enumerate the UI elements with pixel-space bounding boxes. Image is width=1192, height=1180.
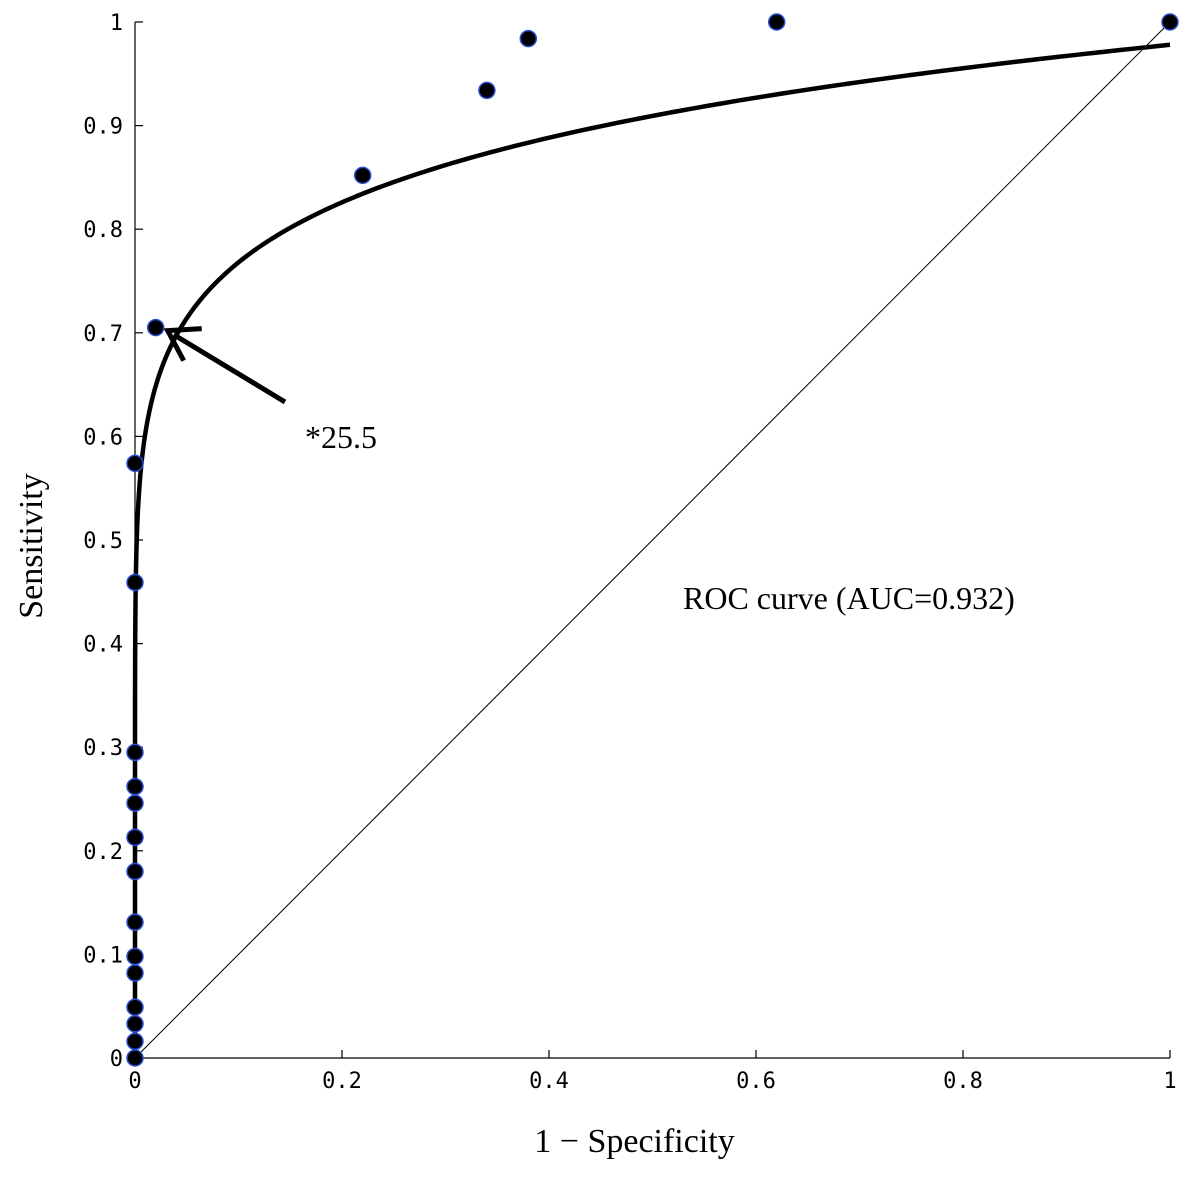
data-point: [126, 998, 144, 1016]
x-tick-label: 0.4: [529, 1069, 569, 1094]
x-tick-label: 1: [1163, 1069, 1176, 1094]
data-point: [126, 743, 144, 762]
arrow-shaft: [172, 332, 287, 405]
y-tick-label: 0.5: [83, 529, 123, 554]
x-tick-label: 0: [128, 1069, 141, 1094]
cutoff-arrow: [163, 326, 287, 405]
y-tick-label: 0.8: [83, 218, 123, 243]
data-point: [126, 454, 144, 473]
y-tick-label: 0: [110, 1047, 123, 1072]
y-tick-label: 0.7: [83, 322, 123, 347]
data-point: [126, 828, 144, 847]
y-tick-label: 1: [110, 11, 123, 36]
y-tick-label: 0.2: [83, 840, 123, 865]
data-point: [126, 1032, 144, 1051]
data-point: [353, 166, 372, 185]
data-point: [126, 573, 144, 592]
data-points: [126, 13, 1179, 1067]
x-tick-label: 0.6: [736, 1069, 776, 1094]
data-point: [478, 81, 496, 100]
arrow-head: [163, 326, 202, 362]
data-point: [126, 964, 144, 982]
y-tick-label: 0.4: [83, 633, 123, 658]
data-point: [767, 13, 786, 31]
y-tick-label: 0.1: [83, 943, 123, 968]
x-tick-label: 0.2: [322, 1069, 362, 1094]
data-point: [126, 794, 144, 812]
data-point: [519, 29, 538, 48]
x-tick-label: 0.8: [943, 1069, 983, 1094]
data-point: [126, 1015, 144, 1033]
x-axis-title: 1 − Specificity: [534, 1123, 734, 1160]
x-tick-labels: 0 0.2 0.4 0.6 0.8 1: [128, 1069, 1176, 1094]
data-point: [146, 318, 165, 337]
data-point: [126, 947, 144, 966]
roc-curve-line: [132, 42, 1171, 1058]
data-point: [126, 1049, 144, 1067]
y-tick-label: 0.9: [83, 115, 123, 140]
y-axis-title: Sensitivity: [13, 473, 50, 618]
data-point: [126, 777, 144, 796]
data-point: [126, 913, 144, 932]
cutoff-label: *25.5: [305, 419, 377, 455]
data-point: [126, 862, 144, 881]
data-point: [1161, 13, 1179, 31]
roc-curve-label: ROC curve (AUC=0.932): [683, 580, 1015, 616]
y-tick-labels: 0 0.1 0.2 0.3 0.4 0.5 0.6 0.7 0.8 0.9 1: [83, 11, 123, 1072]
y-tick-label: 0.3: [83, 736, 123, 761]
chance-diagonal-line: [134, 21, 1171, 1059]
y-tick-label: 0.6: [83, 425, 123, 450]
